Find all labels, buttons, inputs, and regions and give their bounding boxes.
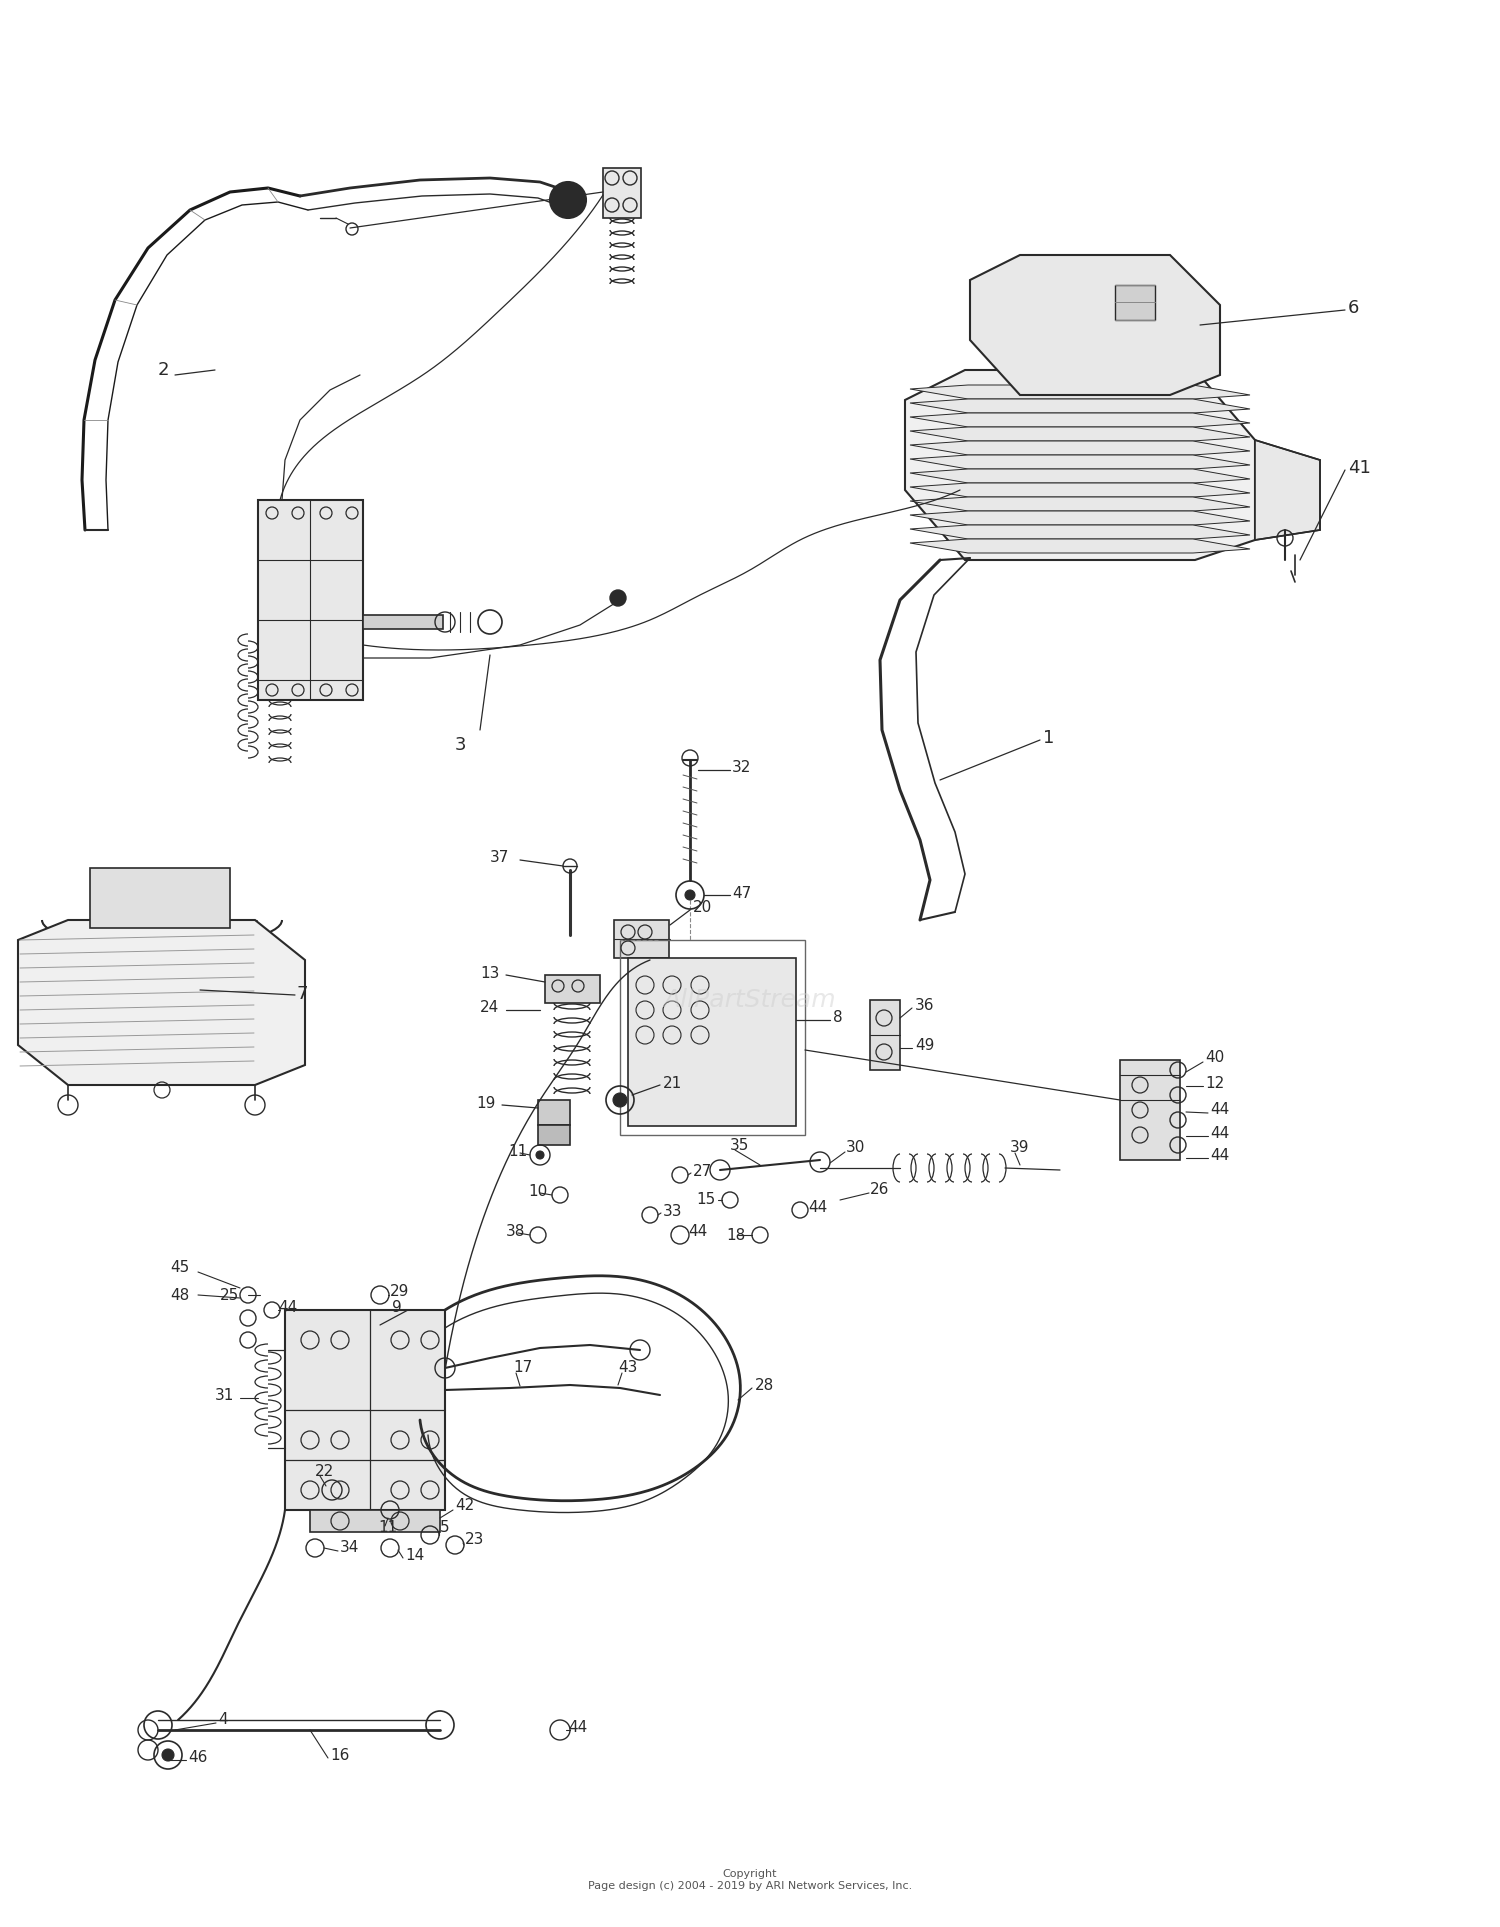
Polygon shape bbox=[910, 399, 1250, 412]
Text: Copyright
Page design (c) 2004 - 2019 by ARI Network Services, Inc.: Copyright Page design (c) 2004 - 2019 by… bbox=[588, 1869, 912, 1890]
Text: 36: 36 bbox=[915, 998, 934, 1012]
Text: 37: 37 bbox=[490, 850, 510, 865]
Text: 5: 5 bbox=[440, 1520, 450, 1536]
Circle shape bbox=[536, 1150, 544, 1158]
Text: 1: 1 bbox=[1042, 728, 1054, 748]
Bar bbox=[1114, 285, 1155, 320]
Text: 35: 35 bbox=[730, 1137, 750, 1152]
Text: 43: 43 bbox=[618, 1360, 638, 1376]
Text: 46: 46 bbox=[188, 1750, 207, 1765]
Bar bbox=[628, 958, 796, 1125]
Bar bbox=[90, 867, 230, 929]
Polygon shape bbox=[970, 254, 1220, 395]
Text: 45: 45 bbox=[170, 1260, 189, 1276]
Polygon shape bbox=[910, 497, 1250, 511]
Polygon shape bbox=[910, 428, 1250, 441]
Text: 40: 40 bbox=[1204, 1050, 1224, 1066]
Polygon shape bbox=[910, 484, 1250, 497]
Text: 47: 47 bbox=[732, 886, 752, 900]
Text: 44: 44 bbox=[278, 1299, 297, 1314]
Bar bbox=[258, 499, 363, 700]
Text: 44: 44 bbox=[1210, 1147, 1230, 1162]
Text: 12: 12 bbox=[1204, 1075, 1224, 1091]
Circle shape bbox=[686, 890, 694, 900]
Bar bbox=[614, 919, 669, 958]
Bar bbox=[310, 1511, 440, 1532]
Text: 41: 41 bbox=[1348, 459, 1371, 478]
Text: 11: 11 bbox=[378, 1520, 398, 1536]
Text: 48: 48 bbox=[170, 1287, 189, 1303]
Circle shape bbox=[162, 1750, 174, 1761]
Text: 42: 42 bbox=[454, 1499, 474, 1513]
Polygon shape bbox=[18, 919, 304, 1085]
Text: AllPartStream: AllPartStream bbox=[663, 989, 837, 1012]
Circle shape bbox=[560, 193, 576, 208]
Polygon shape bbox=[904, 370, 1256, 561]
Text: 38: 38 bbox=[506, 1224, 525, 1239]
Text: 39: 39 bbox=[1010, 1141, 1029, 1156]
Text: 25: 25 bbox=[220, 1287, 240, 1303]
Text: 30: 30 bbox=[846, 1139, 865, 1154]
Circle shape bbox=[610, 590, 626, 605]
Text: 17: 17 bbox=[513, 1360, 532, 1376]
Text: 13: 13 bbox=[480, 965, 500, 981]
Bar bbox=[538, 1125, 570, 1145]
Text: 6: 6 bbox=[1348, 299, 1359, 318]
Text: 4: 4 bbox=[217, 1713, 228, 1727]
Text: 31: 31 bbox=[214, 1387, 234, 1403]
Polygon shape bbox=[1256, 439, 1320, 540]
Bar bbox=[620, 940, 806, 1135]
Bar bbox=[870, 1000, 900, 1069]
Polygon shape bbox=[910, 441, 1250, 455]
Text: 21: 21 bbox=[663, 1075, 682, 1091]
Text: 18: 18 bbox=[726, 1227, 746, 1243]
Text: 14: 14 bbox=[405, 1547, 424, 1563]
Bar bbox=[363, 615, 442, 628]
Text: 7: 7 bbox=[297, 985, 309, 1002]
Text: 27: 27 bbox=[693, 1164, 712, 1179]
Text: 22: 22 bbox=[315, 1465, 334, 1480]
Circle shape bbox=[566, 197, 572, 202]
Text: 44: 44 bbox=[688, 1224, 708, 1239]
Text: 44: 44 bbox=[808, 1199, 828, 1214]
Text: 2: 2 bbox=[158, 360, 170, 380]
Bar bbox=[285, 1310, 446, 1511]
Circle shape bbox=[614, 1093, 627, 1106]
Text: 16: 16 bbox=[330, 1748, 350, 1763]
Polygon shape bbox=[910, 385, 1250, 399]
Text: 11: 11 bbox=[509, 1145, 528, 1160]
Text: 20: 20 bbox=[693, 900, 712, 915]
Text: 34: 34 bbox=[340, 1540, 360, 1555]
Polygon shape bbox=[910, 455, 1250, 468]
Text: 15: 15 bbox=[696, 1193, 715, 1208]
Text: 9: 9 bbox=[392, 1299, 402, 1314]
Polygon shape bbox=[910, 540, 1250, 553]
Polygon shape bbox=[910, 511, 1250, 524]
Bar bbox=[1120, 1060, 1180, 1160]
Text: 44: 44 bbox=[568, 1719, 588, 1734]
Text: 26: 26 bbox=[870, 1183, 889, 1197]
Text: 49: 49 bbox=[915, 1037, 934, 1052]
Text: 24: 24 bbox=[480, 1000, 500, 1016]
Text: 28: 28 bbox=[754, 1378, 774, 1393]
Text: 44: 44 bbox=[1210, 1125, 1230, 1141]
Text: 3: 3 bbox=[454, 736, 466, 753]
Bar bbox=[544, 975, 600, 1002]
Bar bbox=[538, 1100, 570, 1125]
Polygon shape bbox=[910, 412, 1250, 428]
Text: 32: 32 bbox=[732, 761, 752, 775]
Text: 29: 29 bbox=[390, 1285, 410, 1299]
Text: 19: 19 bbox=[476, 1096, 495, 1110]
Bar bbox=[603, 168, 640, 218]
Text: 8: 8 bbox=[833, 1010, 843, 1025]
Text: 33: 33 bbox=[663, 1204, 682, 1220]
Text: 23: 23 bbox=[465, 1532, 484, 1547]
Text: 10: 10 bbox=[528, 1185, 548, 1199]
Polygon shape bbox=[910, 468, 1250, 484]
Text: 44: 44 bbox=[1210, 1102, 1230, 1118]
Circle shape bbox=[550, 181, 586, 218]
Polygon shape bbox=[910, 524, 1250, 540]
